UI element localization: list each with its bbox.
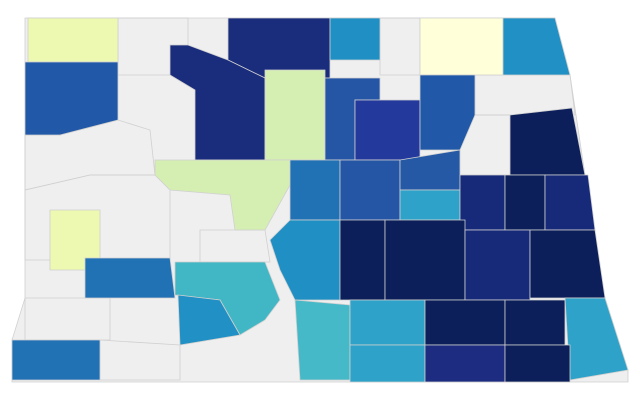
county <box>84 257 176 299</box>
county <box>502 17 571 76</box>
county <box>459 174 506 231</box>
county <box>349 299 426 346</box>
county <box>177 294 241 346</box>
county <box>509 107 586 176</box>
county <box>424 299 506 346</box>
county <box>329 17 381 61</box>
county <box>504 174 546 231</box>
county <box>339 219 386 301</box>
county <box>349 344 426 383</box>
counties <box>11 17 629 383</box>
county <box>24 61 119 136</box>
county <box>424 344 506 383</box>
county <box>504 344 571 383</box>
county <box>384 219 466 301</box>
county <box>294 299 351 381</box>
county <box>399 189 461 221</box>
county <box>339 159 401 221</box>
county <box>529 229 606 299</box>
county <box>564 297 629 381</box>
county <box>419 74 476 151</box>
county <box>289 159 341 221</box>
county <box>504 299 566 346</box>
county <box>544 174 596 231</box>
county <box>264 69 326 161</box>
county <box>11 339 101 381</box>
county <box>24 297 111 341</box>
county <box>464 229 531 301</box>
county <box>354 99 421 161</box>
county <box>27 17 119 63</box>
county <box>419 17 504 76</box>
